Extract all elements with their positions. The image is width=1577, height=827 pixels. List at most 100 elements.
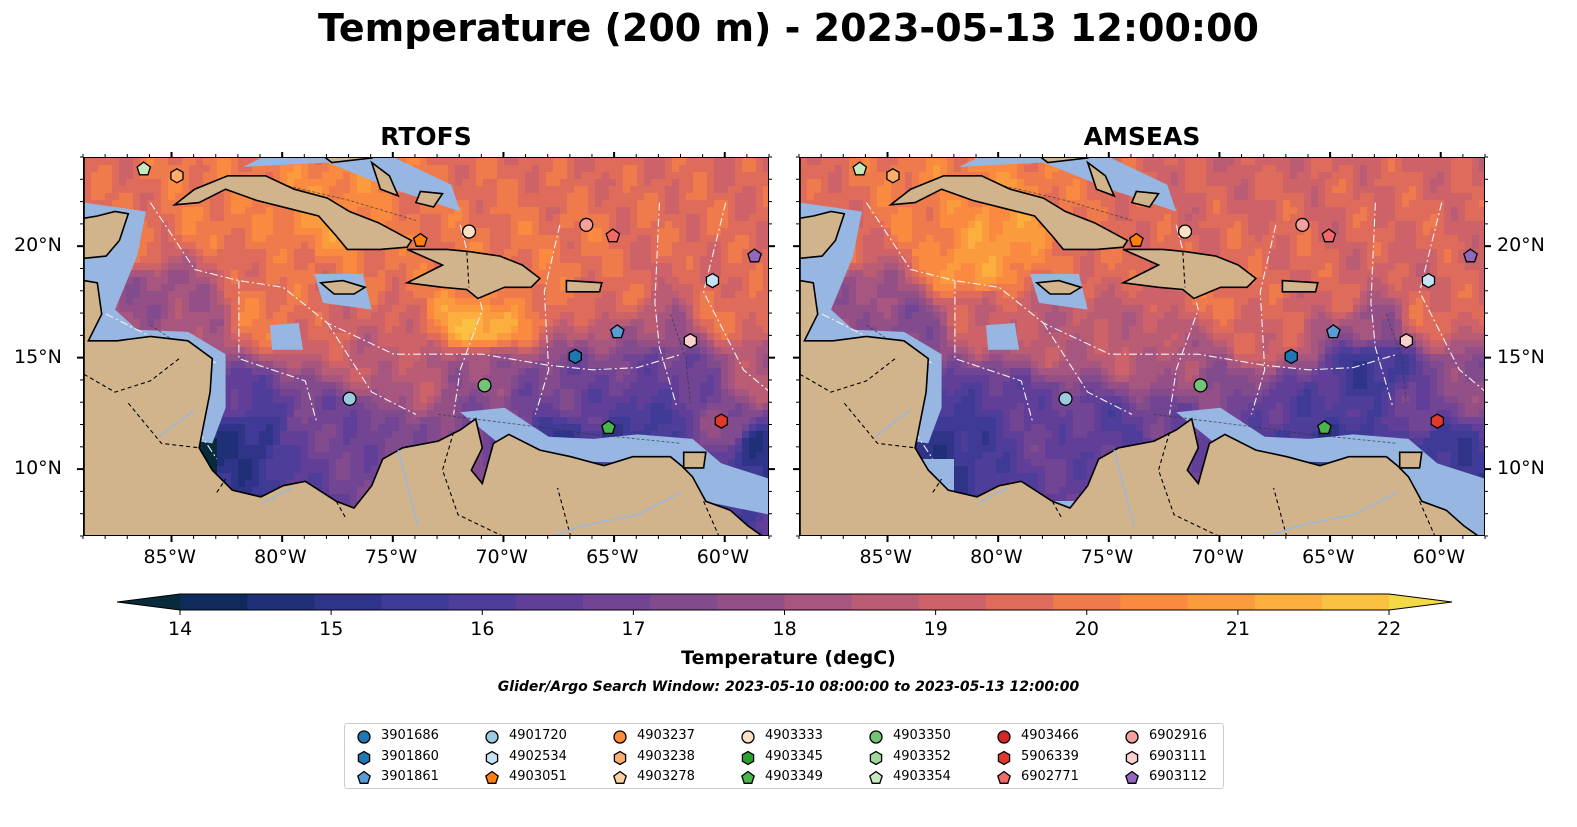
float-marker-3901861 [1325, 324, 1341, 339]
float-marker-6903112 [747, 248, 762, 263]
lat-tick-label: 20°N [1497, 234, 1545, 257]
legend-marker-hexagon [869, 750, 883, 765]
float-marker-4903349 [601, 419, 616, 435]
colorbar-tick-label: 16 [470, 618, 495, 640]
float-marker-6902771 [605, 228, 621, 243]
colorbar-segment [650, 594, 718, 610]
colorbar-tick-label: 21 [1225, 618, 1251, 640]
legend-label: 3901686 [381, 728, 439, 743]
colorbar-segment [180, 594, 248, 610]
legend-marker-hexagon [485, 750, 499, 765]
legend-marker-circle [357, 730, 371, 744]
legend-label: 4903278 [637, 769, 695, 784]
legend-marker-circle [1125, 730, 1139, 744]
colorbar-segment [1053, 594, 1121, 610]
float-marker-4903350 [477, 378, 492, 393]
float-marker-5906339 [714, 413, 729, 429]
float-marker-4903354 [852, 161, 868, 176]
legend-marker-circle [869, 730, 883, 744]
float-marker-6903111 [1399, 333, 1414, 349]
legend-label: 6903111 [1149, 748, 1207, 764]
legend-label: 4903352 [893, 748, 951, 764]
colorbar-label: Temperature (degC) [681, 647, 896, 669]
colorbar-tick-label: 22 [1377, 618, 1402, 640]
float-marker-6902916 [579, 217, 594, 232]
legend-label: 4903051 [509, 769, 567, 784]
legend-marker-pentagon [1125, 770, 1139, 784]
colorbar-low-extend [117, 594, 180, 610]
colorbar-segment [1120, 594, 1189, 610]
colorbar-segment [784, 594, 853, 610]
lon-tick-label: 60°W [696, 546, 750, 568]
float-markers [852, 161, 1478, 435]
colorbar-tick-label: 18 [772, 618, 797, 640]
legend-marker-pentagon [485, 770, 499, 784]
legend-marker-pentagon [869, 770, 883, 784]
panel-title-amseas: AMSEAS [1083, 122, 1201, 151]
lon-tick-label: 85°W [859, 546, 912, 568]
land-puertorico [1281, 279, 1319, 293]
lon-tick-label: 65°W [586, 546, 639, 568]
float-marker-6903112 [1463, 248, 1478, 263]
float-legend: 3901686 3901860 3901861 4901720 4902534 49030… [344, 723, 1224, 789]
eez-boundaries [105, 202, 768, 460]
colorbar-segment [986, 594, 1054, 610]
country-borders [800, 251, 1436, 535]
land-trinidad [682, 451, 707, 469]
colorbar-tick-label: 15 [319, 618, 344, 640]
land-yucatan [84, 210, 130, 260]
legend-marker-pentagon [997, 770, 1011, 784]
float-markers [136, 161, 762, 435]
map-panel-rtofs [83, 157, 769, 536]
float-marker-4901720 [342, 391, 357, 406]
legend-marker-circle [613, 730, 627, 744]
map-canvas [84, 158, 768, 535]
float-marker-4901720 [1058, 391, 1073, 406]
colorbar-segment [515, 594, 584, 610]
colorbar-segment [1254, 594, 1323, 610]
colorbar-tick-label: 14 [168, 618, 193, 640]
lon-tick-label: 75°W [1080, 546, 1134, 568]
lon-tick-label: 75°W [364, 546, 418, 568]
legend-label: 4903466 [1021, 728, 1079, 743]
float-marker-4903350 [1193, 378, 1208, 393]
map-canvas [800, 158, 1484, 535]
legend-label: 3901860 [381, 748, 439, 764]
land-cuba [888, 174, 1129, 251]
land-puertorico [565, 279, 603, 293]
lon-tick-label: 85°W [143, 546, 196, 568]
search-window-note: Glider/Argo Search Window: 2023-05-10 08… [497, 679, 1080, 695]
float-marker-4903051 [412, 232, 428, 247]
land-jamaica [1034, 279, 1083, 295]
legend-label: 3901861 [381, 769, 439, 784]
lat-tick-label: 15°N [1497, 345, 1545, 368]
land-hispaniola [1120, 248, 1258, 300]
map-panel-amseas [799, 157, 1485, 536]
lon-tick-label: 60°W [1412, 546, 1466, 568]
lat-tick-label: 10°N [1497, 457, 1545, 480]
lon-tick-label: 65°W [1302, 546, 1355, 568]
rivers [158, 409, 682, 535]
land-masses [84, 158, 763, 535]
colorbar-segment [1321, 594, 1390, 610]
float-marker-4903238 [170, 168, 184, 184]
colorbar-segment [381, 594, 450, 610]
colorbar-segment [1187, 594, 1256, 610]
colorbar-segment [583, 594, 651, 610]
land-bahamas2 [1086, 160, 1116, 198]
colorbar-segment [717, 594, 786, 610]
colorbar-segment [247, 594, 315, 610]
float-marker-3901861 [609, 324, 625, 339]
float-marker-4903333 [461, 224, 477, 239]
lon-tick-label: 70°W [475, 546, 528, 568]
colorbar [117, 593, 1453, 615]
legend-marker-hexagon [613, 750, 627, 765]
float-marker-6902916 [1295, 217, 1310, 232]
legend-label: 4903349 [765, 769, 823, 784]
float-marker-3901860 [568, 348, 582, 365]
land-jamaica [318, 279, 367, 295]
colorbar-tick-label: 19 [923, 618, 948, 640]
legend-marker-hexagon [997, 750, 1011, 765]
colorbar-segment [851, 594, 920, 610]
lat-tick-label: 20°N [14, 234, 62, 257]
